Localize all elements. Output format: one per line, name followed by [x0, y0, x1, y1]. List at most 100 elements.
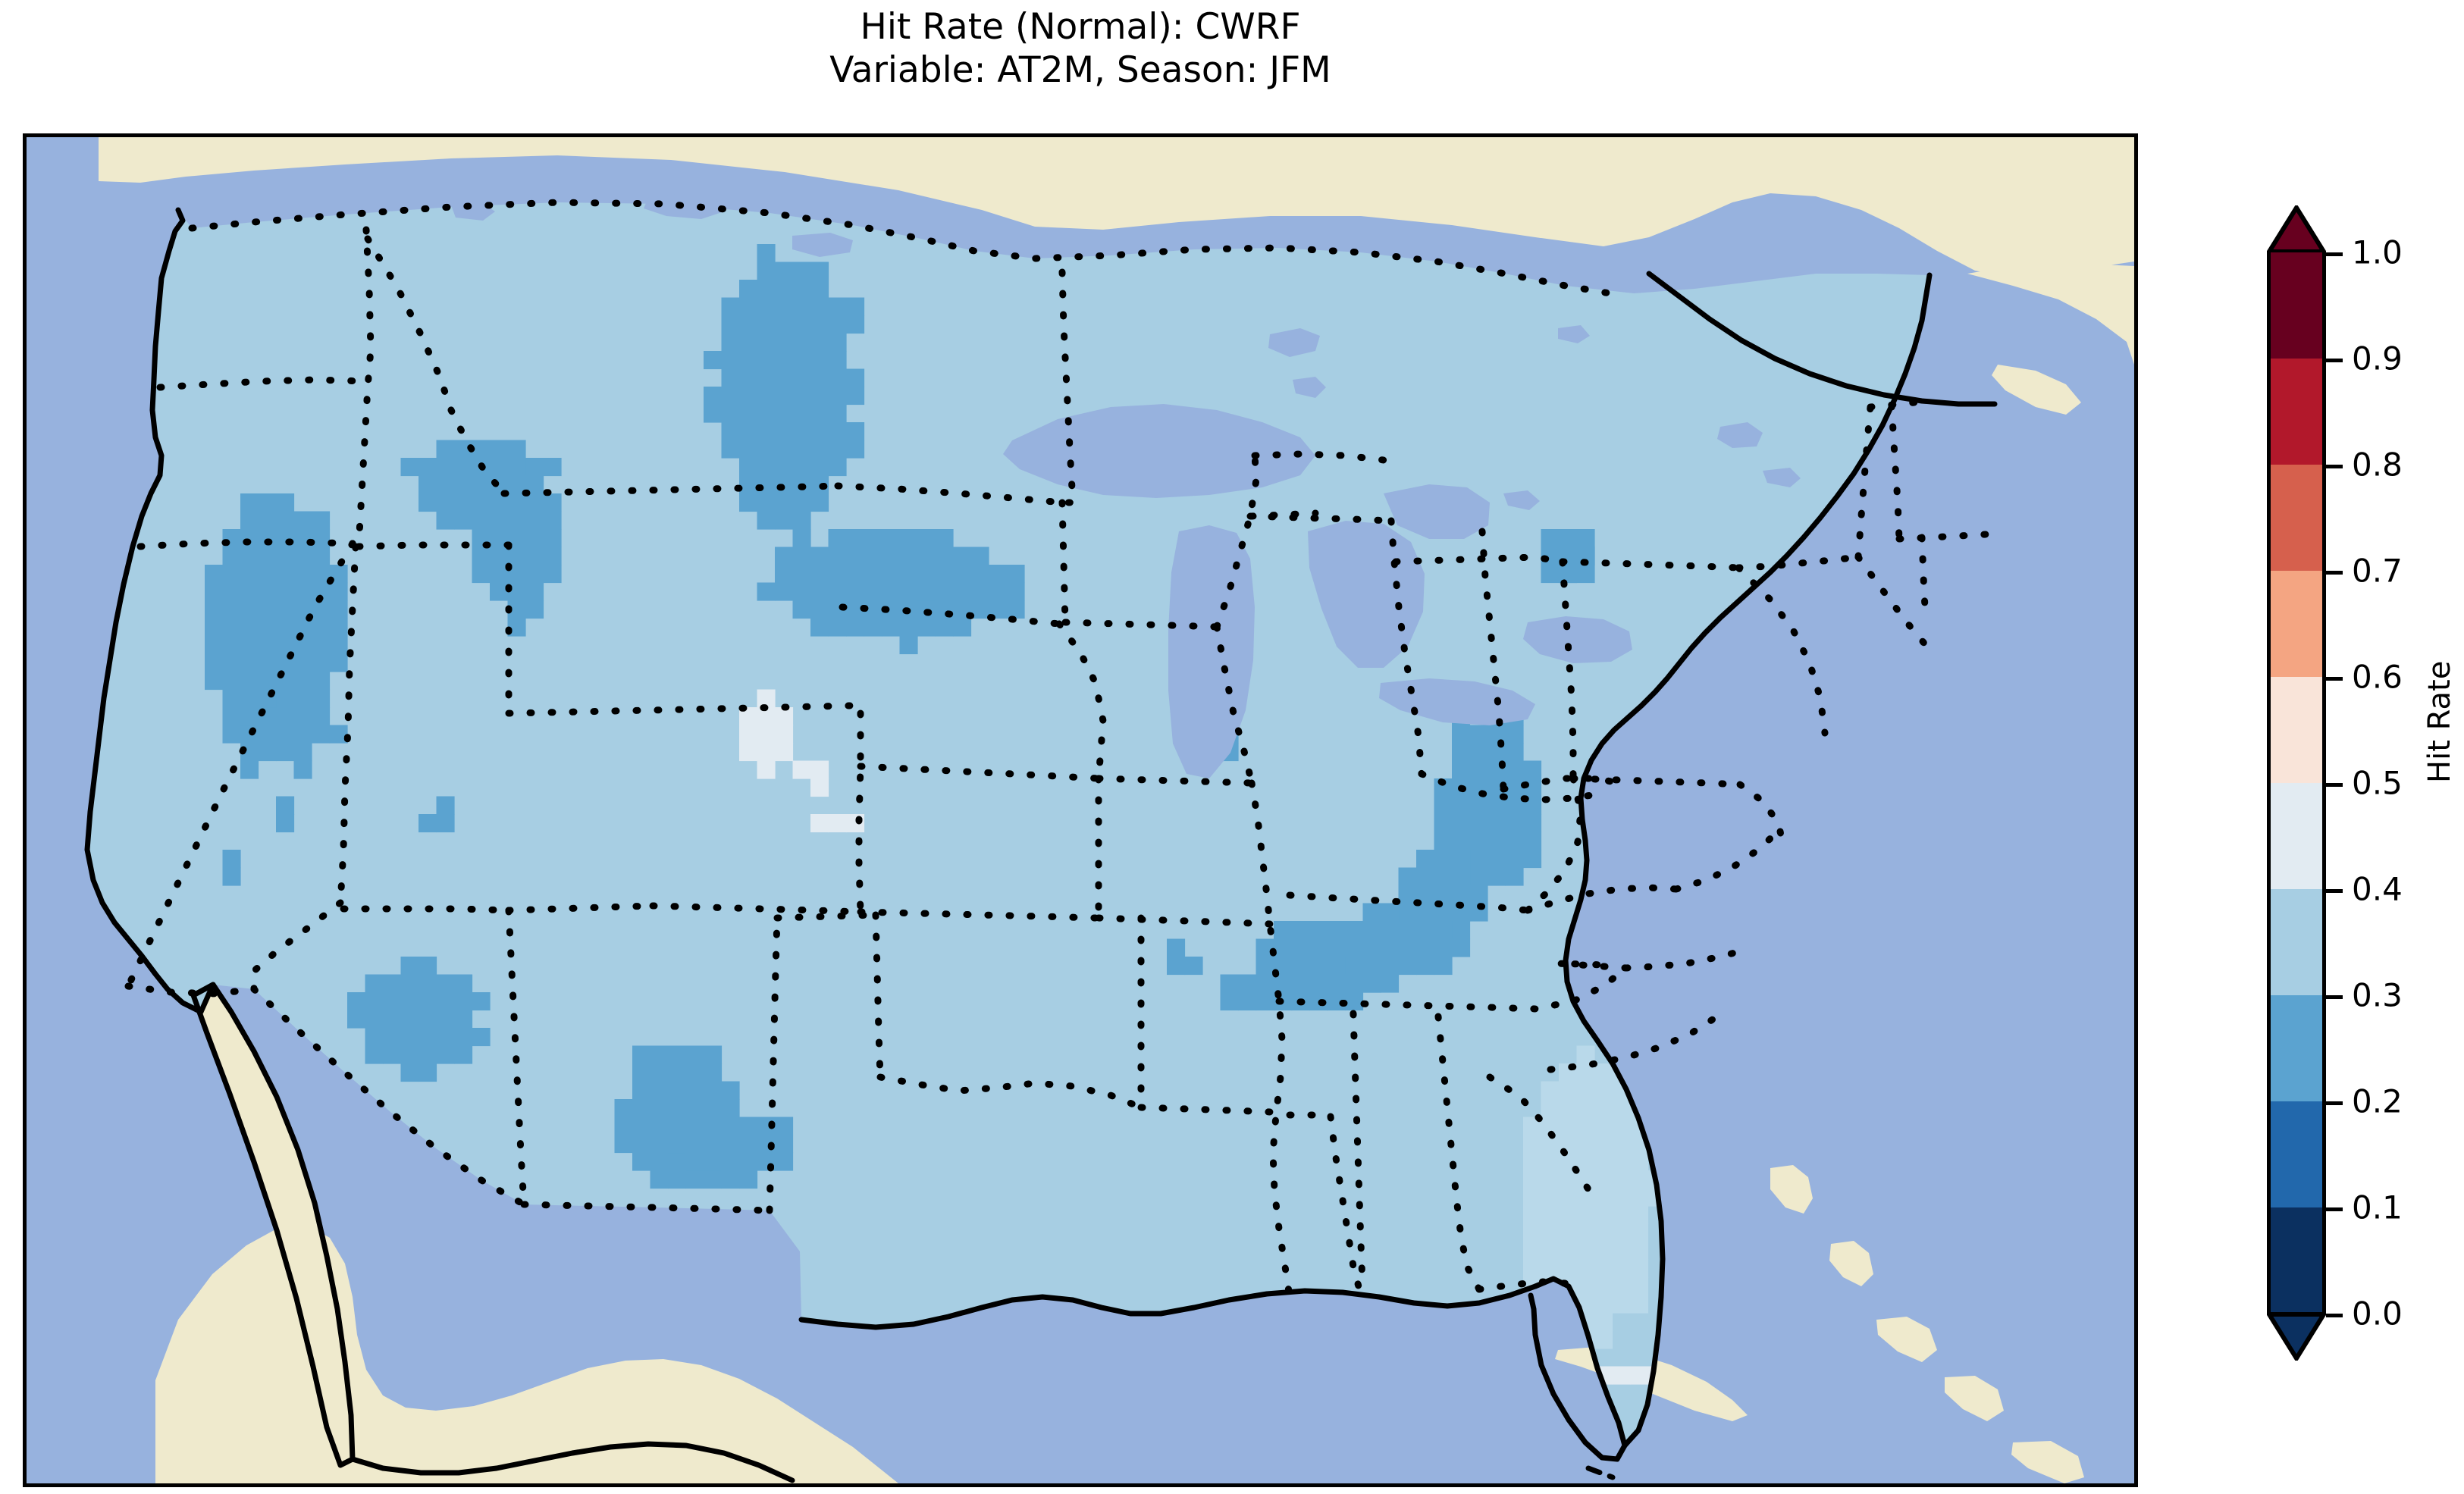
data-cell: [704, 404, 723, 423]
data-cell: [1291, 938, 1310, 957]
data-cell: [419, 992, 437, 1011]
data-cell: [222, 867, 241, 886]
data-cell: [828, 565, 847, 584]
data-cell: [436, 992, 455, 1011]
data-cell: [240, 760, 259, 779]
data-cell: [419, 475, 437, 494]
data-cell: [775, 280, 794, 299]
data-cell: [1487, 814, 1506, 833]
data-cell: [240, 618, 259, 637]
colorbar-band: [2267, 571, 2326, 678]
data-cell: [828, 440, 847, 459]
data-cell: [1576, 1277, 1595, 1296]
data-cell: [490, 511, 509, 530]
data-cell: [685, 1170, 704, 1189]
data-cell: [1327, 938, 1346, 957]
data-cell: [240, 672, 259, 691]
data-cell: [721, 440, 740, 459]
data-cell: [1345, 921, 1364, 940]
data-cell: [668, 1152, 687, 1171]
data-cell: [882, 582, 901, 601]
data-cell: [810, 368, 829, 387]
data-cell: [917, 547, 936, 565]
data-cell: [899, 618, 918, 637]
data-cell: [704, 1170, 723, 1189]
data-cell: [222, 850, 241, 869]
data-cell: [704, 1045, 723, 1064]
data-cell: [276, 636, 295, 655]
data-cell: [775, 725, 794, 744]
data-cell: [1381, 957, 1400, 976]
data-cell: [205, 565, 224, 584]
data-cell: [632, 1152, 651, 1171]
data-cell: [312, 529, 331, 548]
data-cell: [1327, 921, 1346, 940]
data-cell: [846, 547, 865, 565]
data-cell: [757, 743, 776, 762]
data-cell: [1452, 921, 1471, 940]
data-cell: [472, 547, 491, 565]
data-cell: [1362, 921, 1381, 940]
data-cell: [757, 333, 776, 352]
data-cell: [365, 1010, 384, 1029]
colorbar-tick: [2326, 995, 2343, 999]
data-cell: [739, 1135, 758, 1154]
data-cell: [419, 957, 437, 976]
data-cell: [792, 387, 811, 406]
data-cell: [1594, 1135, 1613, 1154]
data-cell: [525, 582, 544, 601]
data-cell: [721, 333, 740, 352]
data-cell: [312, 689, 331, 708]
colorbar-tick: [2326, 1101, 2343, 1105]
data-cell: [1381, 921, 1400, 940]
data-cell: [293, 725, 312, 744]
data-cell: [1256, 957, 1274, 976]
data-cell: [1576, 565, 1595, 584]
data-cell: [507, 547, 526, 565]
data-cell: [1523, 850, 1542, 869]
data-cell: [970, 565, 989, 584]
data-cell: [525, 511, 544, 530]
data-cell: [1256, 974, 1274, 993]
data-cell: [810, 387, 829, 406]
colorbar-tick-label: 0.4: [2352, 870, 2403, 908]
data-cell: [1523, 832, 1542, 850]
data-cell: [1630, 1366, 1649, 1385]
data-cell: [1452, 938, 1471, 957]
colorbar-tick: [2326, 571, 2343, 575]
colorbar-tick: [2326, 889, 2343, 893]
data-cell: [472, 493, 491, 512]
data-cell: [792, 297, 811, 316]
data-cell: [828, 368, 847, 387]
data-cell: [792, 315, 811, 334]
data-cell: [222, 618, 241, 637]
data-cell: [222, 689, 241, 708]
data-cell: [810, 618, 829, 637]
data-cell: [810, 760, 829, 779]
data-cell: [792, 368, 811, 387]
data-cell: [205, 582, 224, 601]
data-cell: [775, 547, 794, 565]
data-cell: [329, 600, 348, 619]
data-cell: [436, 796, 455, 815]
colorbar-tick-label: 0.2: [2352, 1082, 2403, 1120]
data-cell: [1576, 1259, 1595, 1278]
data-cell: [668, 1099, 687, 1118]
data-cell: [1630, 1277, 1649, 1296]
data-cell: [792, 422, 811, 441]
data-cell: [792, 280, 811, 299]
data-cell: [205, 636, 224, 655]
data-cell: [1612, 1170, 1631, 1189]
colorbar[interactable]: 1.0 0.9 0.8 0.7 0.6 0.5 0.4 0.3 0.2 0.1 0.0: [2267, 205, 2403, 1361]
data-cell: [490, 440, 509, 459]
data-cell: [1505, 850, 1524, 869]
data-cell: [704, 351, 723, 370]
data-cell: [828, 297, 847, 316]
data-cell: [1006, 582, 1025, 601]
data-cell: [668, 1063, 687, 1082]
data-cell: [792, 582, 811, 601]
data-cell: [383, 1028, 402, 1047]
data-cell: [329, 653, 348, 672]
data-cell: [775, 475, 794, 494]
data-cell: [810, 582, 829, 601]
